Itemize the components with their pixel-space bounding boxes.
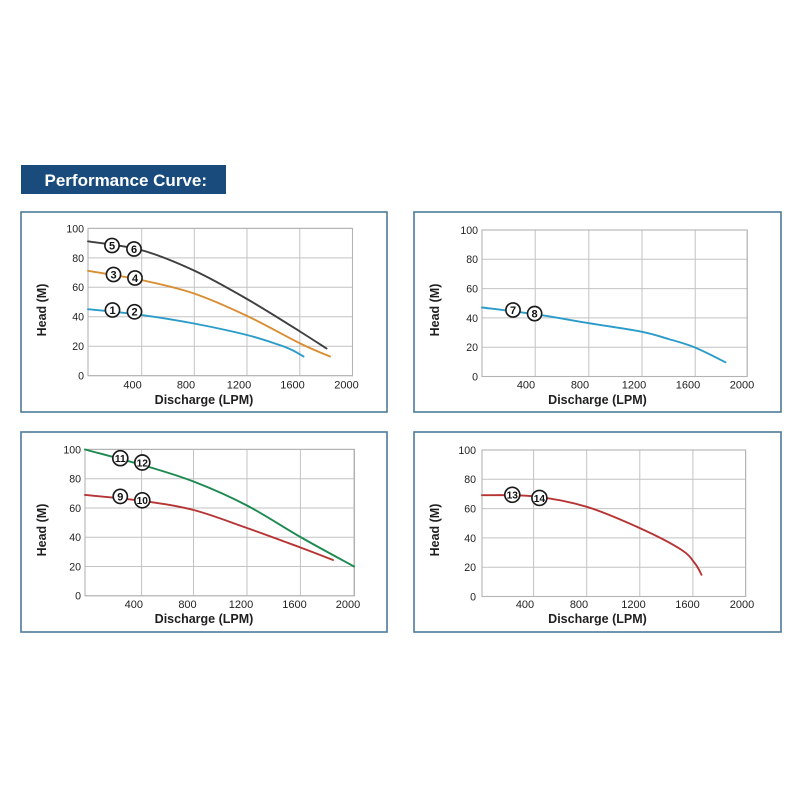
svg-text:1200: 1200 xyxy=(622,380,646,392)
svg-text:800: 800 xyxy=(177,380,195,392)
svg-text:Head (M): Head (M) xyxy=(428,504,442,557)
svg-text:0: 0 xyxy=(78,371,84,383)
svg-text:60: 60 xyxy=(72,282,84,294)
svg-text:20: 20 xyxy=(72,341,84,353)
svg-text:40: 40 xyxy=(466,313,478,325)
svg-text:80: 80 xyxy=(72,253,84,265)
svg-text:1200: 1200 xyxy=(621,599,645,611)
svg-text:40: 40 xyxy=(69,532,81,544)
svg-text:100: 100 xyxy=(458,445,476,457)
svg-text:8: 8 xyxy=(532,309,538,321)
svg-text:6: 6 xyxy=(131,244,137,256)
svg-text:Discharge (LPM): Discharge (LPM) xyxy=(548,393,647,407)
svg-text:14: 14 xyxy=(534,494,546,505)
svg-text:20: 20 xyxy=(466,342,478,354)
svg-text:12: 12 xyxy=(137,458,149,469)
svg-text:80: 80 xyxy=(69,474,81,486)
svg-text:1600: 1600 xyxy=(676,380,700,392)
svg-text:40: 40 xyxy=(464,533,476,545)
svg-text:2000: 2000 xyxy=(730,599,754,611)
svg-text:400: 400 xyxy=(517,380,535,392)
svg-text:7: 7 xyxy=(510,305,516,317)
svg-text:Head (M): Head (M) xyxy=(428,284,442,337)
svg-text:60: 60 xyxy=(69,503,81,515)
svg-text:20: 20 xyxy=(464,562,476,574)
svg-text:60: 60 xyxy=(466,284,478,296)
svg-text:13: 13 xyxy=(507,491,519,502)
svg-text:800: 800 xyxy=(178,599,196,611)
svg-text:2000: 2000 xyxy=(334,380,358,392)
svg-text:2000: 2000 xyxy=(730,380,754,392)
svg-text:4: 4 xyxy=(132,273,139,285)
svg-text:2: 2 xyxy=(131,307,137,319)
svg-text:9: 9 xyxy=(117,491,123,503)
svg-text:800: 800 xyxy=(570,599,588,611)
svg-text:1200: 1200 xyxy=(229,599,253,611)
svg-text:2000: 2000 xyxy=(336,599,360,611)
svg-text:1600: 1600 xyxy=(675,599,699,611)
svg-text:0: 0 xyxy=(470,591,476,603)
svg-text:1200: 1200 xyxy=(227,380,251,392)
svg-text:1600: 1600 xyxy=(282,599,306,611)
svg-text:40: 40 xyxy=(72,312,84,324)
svg-text:1600: 1600 xyxy=(280,380,304,392)
svg-text:Head (M): Head (M) xyxy=(35,504,49,557)
svg-text:5: 5 xyxy=(109,240,115,252)
svg-text:3: 3 xyxy=(110,269,116,281)
svg-text:400: 400 xyxy=(125,599,143,611)
svg-text:0: 0 xyxy=(472,371,478,383)
svg-text:Discharge (LPM): Discharge (LPM) xyxy=(548,612,647,626)
svg-text:Performance Curve:: Performance Curve: xyxy=(45,171,208,190)
svg-text:Head (M): Head (M) xyxy=(35,284,49,337)
svg-text:10: 10 xyxy=(137,496,149,507)
svg-text:100: 100 xyxy=(66,223,84,235)
svg-text:60: 60 xyxy=(464,504,476,516)
svg-text:800: 800 xyxy=(571,380,589,392)
svg-text:80: 80 xyxy=(466,254,478,266)
svg-text:0: 0 xyxy=(75,591,81,603)
svg-text:100: 100 xyxy=(63,444,81,456)
svg-text:Discharge (LPM): Discharge (LPM) xyxy=(155,612,254,626)
svg-text:Discharge (LPM): Discharge (LPM) xyxy=(155,393,254,407)
svg-text:11: 11 xyxy=(115,454,126,465)
svg-text:20: 20 xyxy=(69,561,81,573)
svg-text:400: 400 xyxy=(123,380,141,392)
svg-text:400: 400 xyxy=(516,599,534,611)
svg-text:1: 1 xyxy=(109,305,115,317)
svg-text:80: 80 xyxy=(464,474,476,486)
svg-text:100: 100 xyxy=(460,225,478,237)
